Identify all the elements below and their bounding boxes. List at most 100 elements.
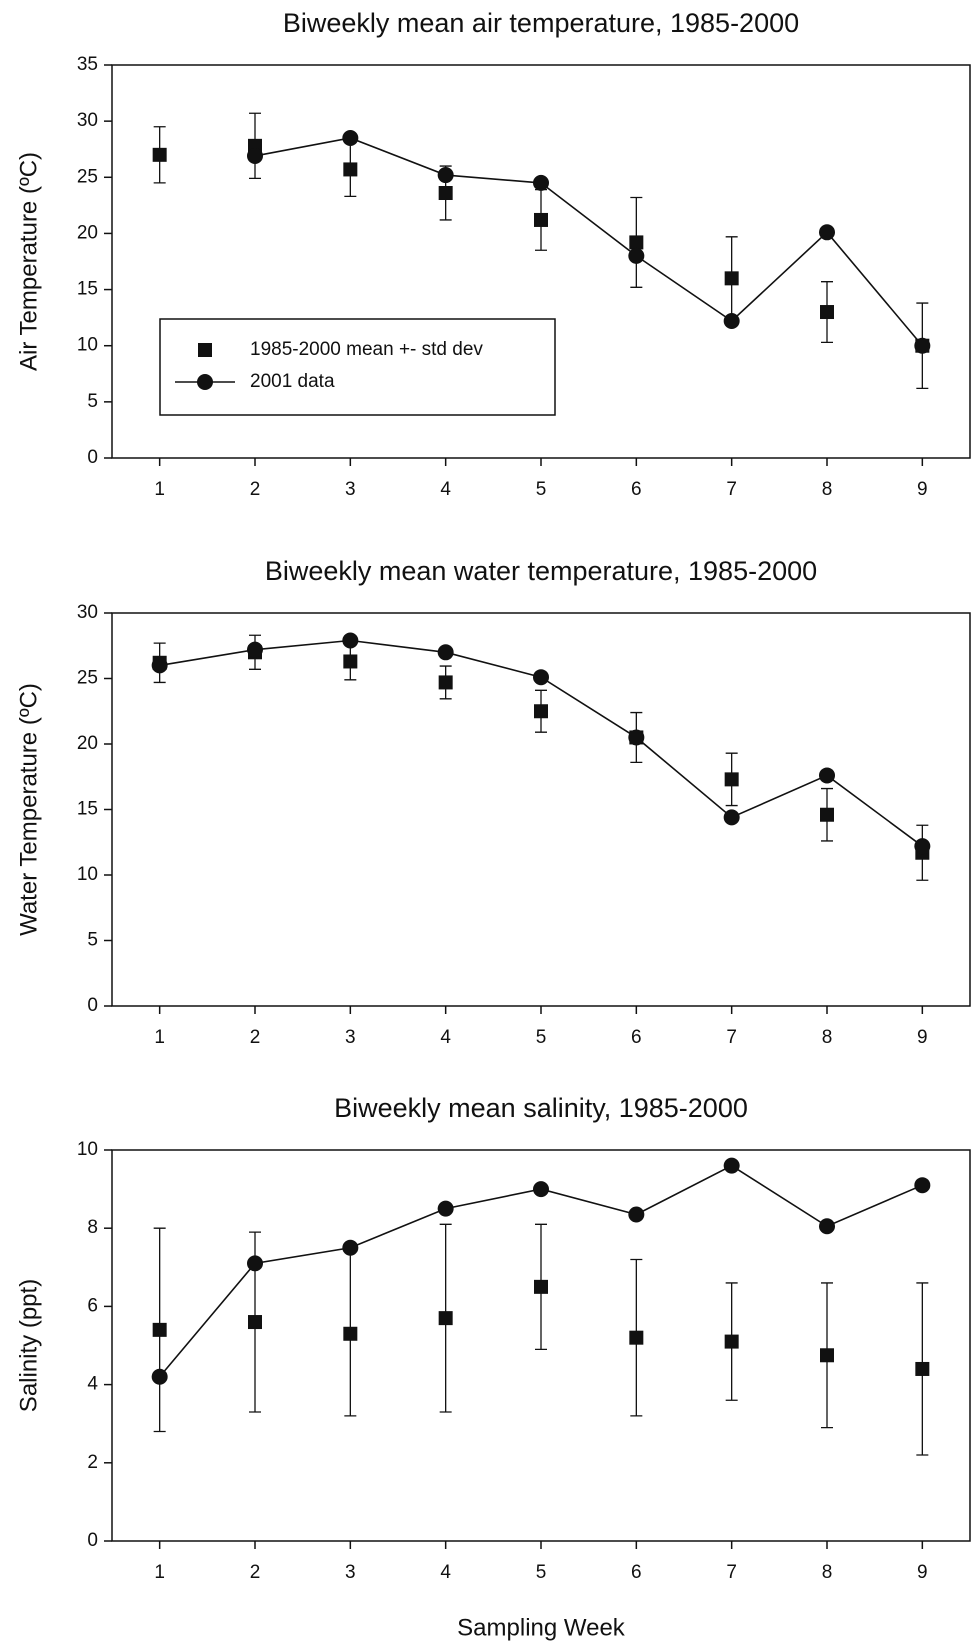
y-tick-label: 10: [77, 1139, 98, 1160]
circle-marker: [819, 1218, 835, 1235]
x-tick-label: 7: [726, 479, 737, 500]
x-tick-label: 3: [345, 1027, 356, 1048]
square-marker: [724, 271, 739, 286]
x-tick-label: 4: [440, 479, 451, 500]
square-marker: [534, 704, 548, 719]
y-axis-label: Air Temperature (ºC): [15, 152, 42, 371]
square-marker: [248, 1315, 262, 1330]
circle-marker: [914, 337, 931, 354]
square-marker: [152, 147, 167, 162]
y-tick-label: 10: [77, 864, 98, 885]
square-marker: [438, 675, 453, 690]
circle-marker: [437, 644, 454, 661]
circle-marker: [247, 641, 263, 658]
y-tick-label: 15: [77, 279, 98, 300]
square-marker: [820, 305, 834, 320]
y-tick-label: 0: [87, 447, 98, 468]
circle-marker: [151, 657, 168, 674]
square-marker: [534, 212, 548, 227]
circle-marker: [533, 1181, 549, 1198]
plot-frame: [111, 64, 971, 459]
y-axis-label: Water Temperature (ºC): [15, 683, 42, 936]
circle-marker: [342, 1239, 359, 1256]
square-marker: [343, 162, 358, 177]
circle-marker: [914, 838, 931, 855]
y-tick-label: 20: [77, 222, 98, 243]
circle-marker: [819, 224, 835, 241]
y-tick-label: 6: [87, 1295, 98, 1316]
square-marker: [724, 772, 739, 787]
square-marker: [198, 343, 212, 357]
y-tick-label: 35: [77, 54, 98, 75]
square-marker: [534, 1279, 548, 1294]
x-tick-label: 9: [917, 1562, 928, 1583]
y-axis-label: Salinity (ppt): [15, 1279, 42, 1412]
square-marker: [820, 1348, 834, 1363]
y-tick-label: 30: [77, 110, 98, 131]
chart-title: Biweekly mean air temperature, 1985-2000: [283, 8, 799, 38]
legend-label: 1985-2000 mean +- std dev: [250, 339, 483, 360]
legend-label: 2001 data: [250, 371, 335, 392]
y-tick-label: 5: [87, 391, 98, 412]
circle-marker: [533, 669, 549, 686]
square-marker: [438, 186, 453, 201]
x-tick-label: 5: [536, 1027, 547, 1048]
y-tick-label: 25: [77, 668, 98, 689]
circle-marker: [628, 1206, 645, 1223]
y-tick-label: 0: [87, 1530, 98, 1551]
x-tick-label: 7: [726, 1027, 737, 1048]
x-tick-label: 6: [631, 1562, 642, 1583]
circle-marker: [437, 167, 454, 184]
square-marker: [724, 1334, 739, 1349]
circle-marker: [342, 129, 359, 146]
x-tick-label: 3: [345, 1562, 356, 1583]
y-tick-label: 2: [87, 1452, 98, 1473]
y-tick-label: 5: [87, 930, 98, 951]
y-tick-label: 0: [87, 995, 98, 1016]
circle-marker: [819, 767, 835, 784]
x-tick-label: 2: [250, 1027, 261, 1048]
y-tick-label: 30: [77, 602, 98, 623]
x-tick-label: 8: [822, 479, 833, 500]
y-tick-label: 8: [87, 1217, 98, 1238]
x-tick-label: 6: [631, 479, 642, 500]
x-tick-label: 2: [250, 1562, 261, 1583]
x-tick-label: 1: [154, 1027, 165, 1048]
square-marker: [438, 1311, 453, 1326]
x-tick-label: 2: [250, 479, 261, 500]
square-marker: [629, 235, 644, 250]
y-tick-label: 20: [77, 733, 98, 754]
x-tick-label: 5: [536, 1562, 547, 1583]
circle-marker: [342, 632, 359, 649]
x-tick-label: 9: [917, 1027, 928, 1048]
x-tick-label: 1: [154, 479, 165, 500]
circle-marker: [628, 729, 645, 746]
y-tick-label: 10: [77, 335, 98, 356]
x-tick-label: 7: [726, 1562, 737, 1583]
y-tick-label: 25: [77, 166, 98, 187]
circle-marker: [723, 313, 740, 330]
circle-marker: [723, 1157, 740, 1174]
square-marker: [915, 1361, 930, 1376]
square-marker: [343, 654, 358, 669]
x-tick-label: 1: [154, 1562, 165, 1583]
x-tick-label: 4: [440, 1027, 451, 1048]
x-tick-label: 8: [822, 1027, 833, 1048]
x-axis-label: Sampling Week: [457, 1614, 626, 1641]
square-marker: [820, 807, 834, 822]
square-marker: [152, 1322, 167, 1337]
series-line: [254, 137, 923, 347]
circle-marker: [247, 1255, 263, 1272]
circle-marker: [247, 147, 263, 164]
x-tick-label: 9: [917, 479, 928, 500]
legend-box: [159, 318, 556, 416]
circle-marker: [533, 174, 549, 191]
x-tick-label: 5: [536, 479, 547, 500]
square-marker: [629, 1330, 644, 1345]
chart-title: Biweekly mean water temperature, 1985-20…: [265, 556, 817, 586]
circle-marker: [437, 1200, 454, 1217]
circle-marker: [628, 247, 645, 264]
circle-marker: [151, 1368, 168, 1385]
circle-marker: [197, 374, 213, 390]
